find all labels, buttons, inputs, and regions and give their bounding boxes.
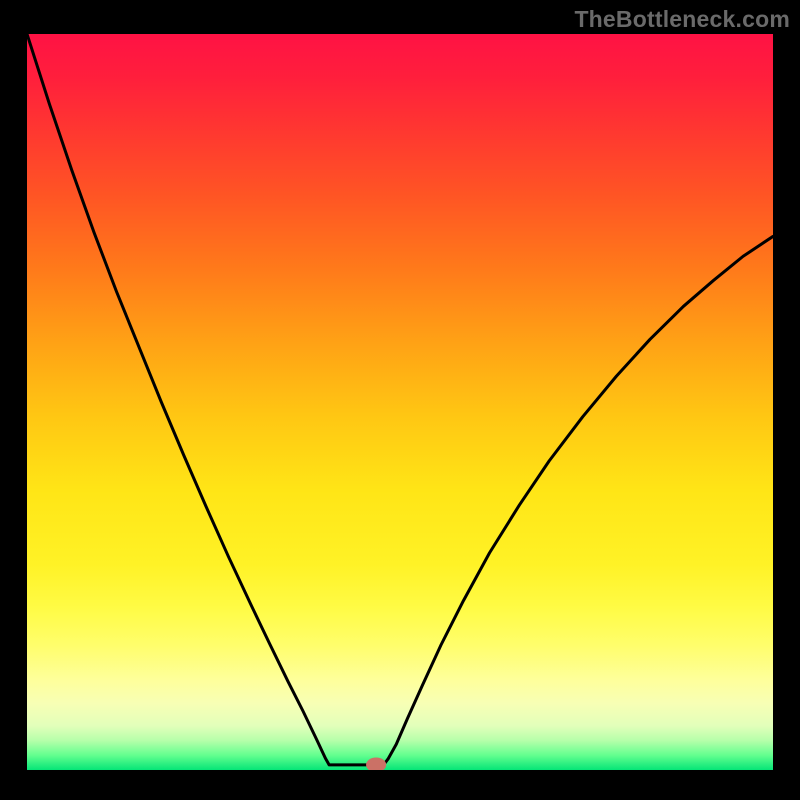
watermark-text: TheBottleneck.com bbox=[574, 6, 790, 33]
sweet-spot-marker bbox=[366, 757, 386, 772]
bottleneck-curve-chart bbox=[0, 0, 800, 800]
chart-frame: TheBottleneck.com bbox=[0, 0, 800, 800]
gradient-background bbox=[27, 34, 773, 770]
